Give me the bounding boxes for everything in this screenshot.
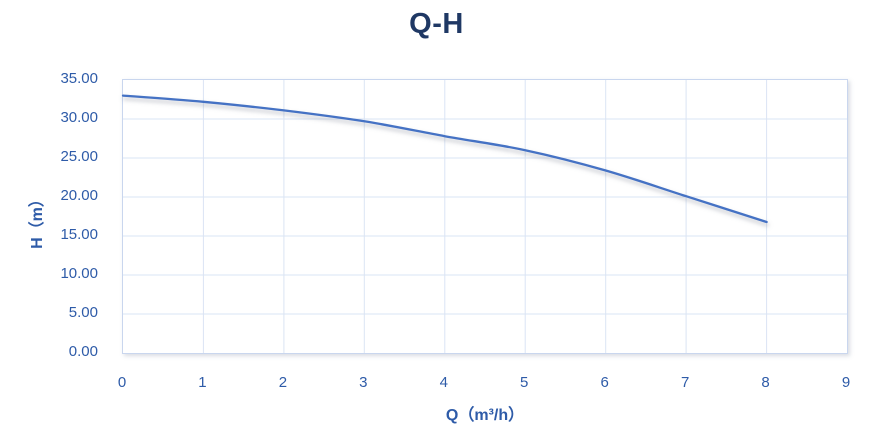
x-tick-label: 7 — [680, 374, 690, 391]
x-tick-label: 8 — [761, 374, 770, 391]
gridlines — [123, 80, 847, 353]
y-tick-label: 35.00 — [60, 70, 98, 87]
x-tick-label: 6 — [600, 374, 609, 391]
x-tick-label: 2 — [278, 374, 288, 391]
chart-title: Q-H — [409, 8, 464, 40]
y-tick-label: 15.00 — [60, 226, 98, 243]
y-tick-label: 30.00 — [60, 109, 98, 126]
plot-area — [121, 79, 848, 354]
y-tick-label: 10.00 — [60, 265, 98, 282]
x-tick-label: 4 — [439, 374, 448, 391]
x-axis-title: Q（m³/h） — [445, 407, 525, 424]
x-tick-label: 1 — [198, 374, 207, 391]
y-tick-label: 0.00 — [68, 343, 98, 360]
y-tick-label: 20.00 — [60, 187, 98, 204]
x-tick-label: 0 — [117, 374, 127, 391]
x-tick-label: 3 — [359, 374, 368, 391]
x-tick-label: 9 — [841, 374, 851, 391]
qh-curve-series — [121, 94, 768, 224]
y-tick-label: 5.00 — [68, 304, 98, 321]
x-tick-label: 5 — [520, 374, 529, 391]
plot-svg — [121, 80, 847, 353]
y-tick-label: 25.00 — [60, 148, 98, 165]
